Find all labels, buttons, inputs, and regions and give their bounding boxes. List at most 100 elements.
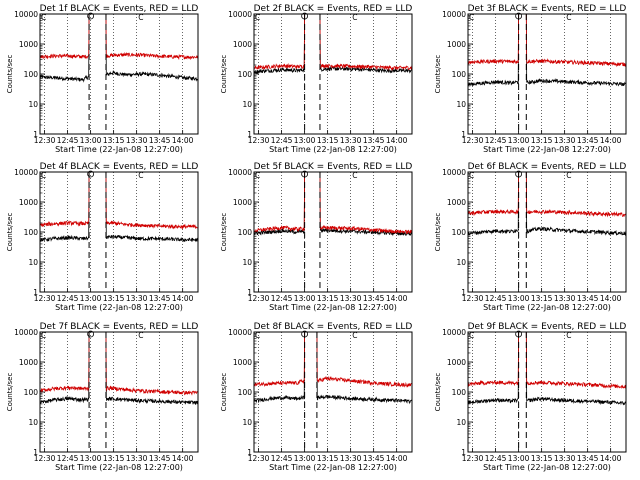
x-tick-label: 12:45	[57, 294, 79, 303]
y-tick-label: 100	[238, 70, 253, 79]
x-tick-label: 13:15	[531, 294, 553, 303]
x-axis-label: Start Time (22-Jan-08 12:27:00)	[483, 303, 611, 312]
y-axis-label: Counts/sec	[434, 213, 442, 252]
x-tick-label: 13:45	[363, 136, 385, 145]
y-tick-label: 1	[461, 288, 466, 297]
marker-label: C	[138, 331, 143, 340]
x-axis-label: Start Time (22-Jan-08 12:27:00)	[55, 463, 183, 472]
y-tick-label: 1000	[19, 40, 38, 49]
x-tick-label: 13:00	[508, 294, 530, 303]
x-tick-label: 14:00	[600, 294, 622, 303]
x-tick-label: 13:30	[554, 454, 576, 463]
panel-title: Det 8f BLACK = Events, RED = LLD	[254, 322, 413, 332]
y-axis-label: Counts/sec	[220, 55, 228, 94]
y-tick-label: 10	[242, 418, 252, 427]
x-tick-label: 12:30	[34, 294, 56, 303]
marker-label: C	[469, 13, 474, 22]
x-tick-label: 12:30	[34, 136, 56, 145]
marker-label: C	[566, 13, 571, 22]
marker-label: C	[255, 13, 260, 22]
y-tick-label: 10	[28, 258, 38, 267]
x-tick-label: 12:30	[462, 454, 484, 463]
y-axis-label: Counts/sec	[220, 373, 228, 412]
y-axis-label: Counts/sec	[434, 55, 442, 94]
y-tick-label: 1	[33, 130, 38, 139]
marker-circle	[515, 170, 523, 178]
marker-label: C	[352, 331, 357, 340]
plot-frame	[253, 331, 413, 453]
marker-circle	[301, 12, 309, 20]
y-tick-label: 10	[456, 418, 466, 427]
x-tick-label: 12:45	[485, 294, 507, 303]
y-tick-label: 10000	[442, 328, 466, 337]
y-tick-label: 1000	[19, 358, 38, 367]
y-tick-label: 10	[456, 258, 466, 267]
y-tick-label: 10000	[228, 328, 252, 337]
x-tick-label: 13:45	[363, 294, 385, 303]
x-tick-label: 14:00	[600, 454, 622, 463]
series-line-events	[468, 172, 626, 237]
panel-title: Det 2f BLACK = Events, RED = LLD	[254, 4, 413, 14]
panel-title: Det 3f BLACK = Events, RED = LLD	[468, 4, 627, 14]
x-tick-label: 13:15	[103, 294, 125, 303]
x-tick-label: 12:45	[485, 136, 507, 145]
y-tick-label: 100	[452, 388, 467, 397]
y-tick-label: 10	[242, 258, 252, 267]
x-tick-label: 13:15	[317, 136, 339, 145]
series-line-lld	[468, 172, 626, 218]
x-tick-label: 14:00	[172, 454, 194, 463]
y-tick-label: 1	[247, 288, 252, 297]
series-line-events	[40, 14, 198, 83]
plot-frame	[39, 13, 199, 135]
x-tick-label: 13:15	[103, 454, 125, 463]
marker-label: C	[138, 171, 143, 180]
y-tick-label: 1	[461, 130, 466, 139]
series-line-lld	[40, 172, 198, 230]
plot-frame	[467, 331, 627, 453]
marker-circle	[87, 330, 95, 338]
panel-title: Det 7f BLACK = Events, RED = LLD	[40, 322, 199, 332]
x-tick-label: 13:00	[294, 294, 316, 303]
x-tick-label: 12:45	[271, 294, 293, 303]
y-tick-label: 1	[33, 288, 38, 297]
series-line-lld	[468, 332, 626, 390]
marker-label: C	[352, 13, 357, 22]
x-tick-label: 13:45	[149, 454, 171, 463]
y-axis-label: Counts/sec	[6, 373, 14, 412]
marker-label: C	[138, 13, 143, 22]
marker-label: C	[352, 171, 357, 180]
x-tick-label: 13:00	[294, 454, 316, 463]
x-tick-label: 13:45	[149, 294, 171, 303]
marker-label: C	[469, 331, 474, 340]
y-tick-label: 1	[461, 448, 466, 457]
y-tick-label: 10	[28, 100, 38, 109]
marker-label: C	[469, 171, 474, 180]
y-tick-label: 10	[456, 100, 466, 109]
marker-label: C	[255, 331, 260, 340]
plot-frame	[467, 13, 627, 135]
x-axis-label: Start Time (22-Jan-08 12:27:00)	[55, 303, 183, 312]
x-tick-label: 13:15	[317, 454, 339, 463]
series-line-events	[40, 172, 198, 243]
x-tick-label: 14:00	[386, 294, 408, 303]
x-tick-label: 12:45	[57, 454, 79, 463]
x-tick-label: 13:15	[103, 136, 125, 145]
marker-label: C	[41, 13, 46, 22]
series-line-events	[468, 332, 626, 406]
x-tick-label: 13:00	[80, 294, 102, 303]
y-tick-label: 100	[452, 70, 467, 79]
x-tick-label: 13:30	[340, 294, 362, 303]
x-tick-label: 13:30	[126, 454, 148, 463]
x-tick-label: 13:15	[317, 294, 339, 303]
y-tick-label: 10000	[14, 168, 38, 177]
y-tick-label: 100	[24, 70, 39, 79]
x-tick-label: 12:30	[462, 136, 484, 145]
y-tick-label: 10	[28, 418, 38, 427]
x-tick-label: 13:00	[80, 136, 102, 145]
x-axis-label: Start Time (22-Jan-08 12:27:00)	[483, 145, 611, 154]
